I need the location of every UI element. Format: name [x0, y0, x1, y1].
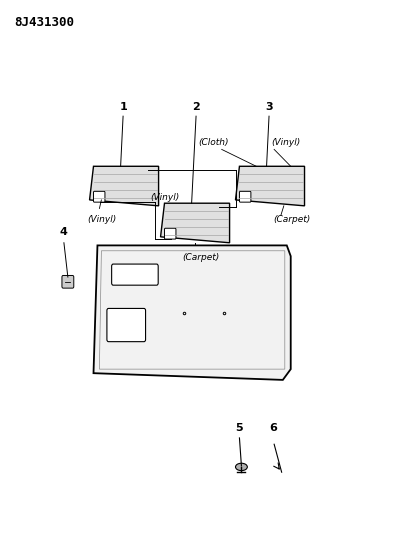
FancyBboxPatch shape: [164, 228, 176, 239]
Polygon shape: [94, 245, 291, 380]
Polygon shape: [160, 203, 230, 243]
Text: 4: 4: [60, 228, 68, 238]
FancyBboxPatch shape: [94, 191, 105, 202]
Text: (Carpet): (Carpet): [182, 253, 220, 262]
FancyBboxPatch shape: [112, 264, 158, 285]
FancyBboxPatch shape: [62, 276, 74, 288]
Text: (Vinyl): (Vinyl): [88, 215, 117, 224]
Text: 6: 6: [269, 423, 277, 433]
Ellipse shape: [236, 463, 247, 471]
Text: 2: 2: [192, 102, 200, 112]
Polygon shape: [236, 166, 304, 206]
FancyBboxPatch shape: [107, 309, 146, 342]
Text: (Cloth): (Cloth): [198, 138, 229, 147]
Text: (Vinyl): (Vinyl): [271, 138, 301, 147]
Text: (Carpet): (Carpet): [273, 215, 310, 224]
Text: (Vinyl): (Vinyl): [151, 193, 180, 202]
Text: 5: 5: [236, 423, 243, 433]
Text: 3: 3: [265, 102, 273, 112]
Text: 1: 1: [119, 102, 127, 112]
FancyBboxPatch shape: [240, 191, 251, 202]
Polygon shape: [90, 166, 158, 206]
Text: 8J431300: 8J431300: [15, 16, 75, 29]
